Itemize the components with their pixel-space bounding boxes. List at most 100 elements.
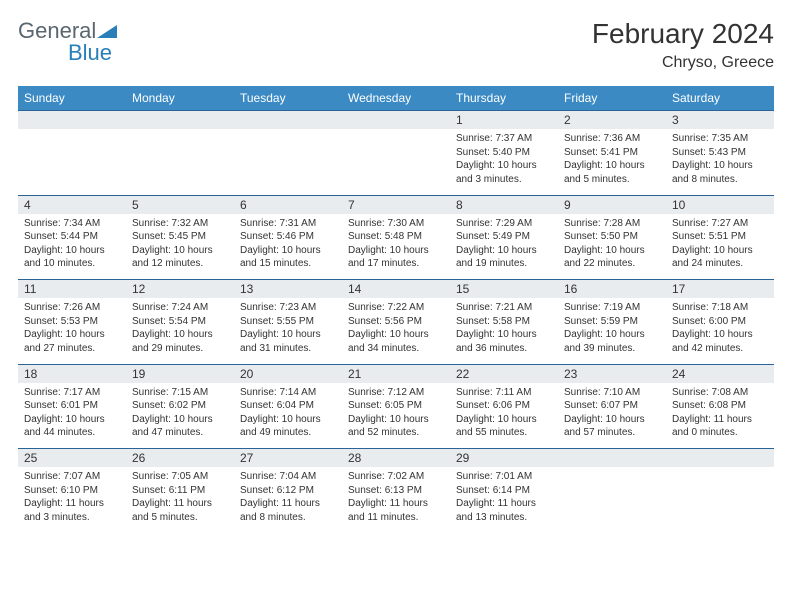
- sunset-text: Sunset: 6:02 PM: [132, 399, 228, 413]
- daylight-text: Daylight: 10 hours and 10 minutes.: [24, 244, 120, 271]
- weekday-header: Tuesday: [234, 86, 342, 111]
- day-data-row: Sunrise: 7:07 AMSunset: 6:10 PMDaylight:…: [18, 467, 774, 533]
- header: General Blue February 2024 Chryso, Greec…: [18, 18, 774, 72]
- daylight-text: Daylight: 10 hours and 15 minutes.: [240, 244, 336, 271]
- day-number-row: 11121314151617: [18, 280, 774, 299]
- sunrise-text: Sunrise: 7:30 AM: [348, 217, 444, 231]
- sunrise-text: Sunrise: 7:27 AM: [672, 217, 768, 231]
- day-number: 15: [450, 280, 558, 299]
- day-cell: Sunrise: 7:15 AMSunset: 6:02 PMDaylight:…: [126, 383, 234, 449]
- daylight-text: Daylight: 10 hours and 34 minutes.: [348, 328, 444, 355]
- day-cell: Sunrise: 7:32 AMSunset: 5:45 PMDaylight:…: [126, 214, 234, 280]
- sunset-text: Sunset: 6:13 PM: [348, 484, 444, 498]
- day-number: 24: [666, 364, 774, 383]
- day-number: 10: [666, 195, 774, 214]
- day-cell: Sunrise: 7:01 AMSunset: 6:14 PMDaylight:…: [450, 467, 558, 533]
- sunset-text: Sunset: 5:56 PM: [348, 315, 444, 329]
- day-cell: Sunrise: 7:04 AMSunset: 6:12 PMDaylight:…: [234, 467, 342, 533]
- daylight-text: Daylight: 10 hours and 39 minutes.: [564, 328, 660, 355]
- day-number: 4: [18, 195, 126, 214]
- sunrise-text: Sunrise: 7:35 AM: [672, 132, 768, 146]
- sunset-text: Sunset: 5:48 PM: [348, 230, 444, 244]
- weekday-header: Wednesday: [342, 86, 450, 111]
- sunset-text: Sunset: 6:06 PM: [456, 399, 552, 413]
- daylight-text: Daylight: 10 hours and 22 minutes.: [564, 244, 660, 271]
- day-number: 23: [558, 364, 666, 383]
- page-title: February 2024: [592, 18, 774, 50]
- day-cell: Sunrise: 7:37 AMSunset: 5:40 PMDaylight:…: [450, 129, 558, 195]
- weekday-header: Sunday: [18, 86, 126, 111]
- day-number: 3: [666, 111, 774, 130]
- day-number: 22: [450, 364, 558, 383]
- logo: General Blue: [18, 18, 121, 66]
- daylight-text: Daylight: 10 hours and 57 minutes.: [564, 413, 660, 440]
- day-number: 28: [342, 449, 450, 468]
- daylight-text: Daylight: 10 hours and 19 minutes.: [456, 244, 552, 271]
- title-block: February 2024 Chryso, Greece: [592, 18, 774, 72]
- day-number: 14: [342, 280, 450, 299]
- sunrise-text: Sunrise: 7:22 AM: [348, 301, 444, 315]
- day-cell: [342, 129, 450, 195]
- day-cell: Sunrise: 7:26 AMSunset: 5:53 PMDaylight:…: [18, 298, 126, 364]
- daylight-text: Daylight: 10 hours and 44 minutes.: [24, 413, 120, 440]
- location: Chryso, Greece: [592, 54, 774, 72]
- sunrise-text: Sunrise: 7:24 AM: [132, 301, 228, 315]
- daylight-text: Daylight: 10 hours and 52 minutes.: [348, 413, 444, 440]
- day-number: 5: [126, 195, 234, 214]
- daylight-text: Daylight: 10 hours and 55 minutes.: [456, 413, 552, 440]
- weekday-header: Friday: [558, 86, 666, 111]
- sunset-text: Sunset: 6:10 PM: [24, 484, 120, 498]
- daylight-text: Daylight: 10 hours and 3 minutes.: [456, 159, 552, 186]
- sunset-text: Sunset: 6:07 PM: [564, 399, 660, 413]
- day-data-row: Sunrise: 7:37 AMSunset: 5:40 PMDaylight:…: [18, 129, 774, 195]
- day-number-row: 2526272829: [18, 449, 774, 468]
- sunrise-text: Sunrise: 7:32 AM: [132, 217, 228, 231]
- sunset-text: Sunset: 5:50 PM: [564, 230, 660, 244]
- sunrise-text: Sunrise: 7:28 AM: [564, 217, 660, 231]
- day-number: 11: [18, 280, 126, 299]
- day-cell: [234, 129, 342, 195]
- day-cell: Sunrise: 7:28 AMSunset: 5:50 PMDaylight:…: [558, 214, 666, 280]
- logo-word2: Blue: [18, 40, 121, 66]
- sunrise-text: Sunrise: 7:23 AM: [240, 301, 336, 315]
- daylight-text: Daylight: 10 hours and 8 minutes.: [672, 159, 768, 186]
- day-number: 13: [234, 280, 342, 299]
- weekday-header: Monday: [126, 86, 234, 111]
- day-cell: [666, 467, 774, 533]
- sunrise-text: Sunrise: 7:05 AM: [132, 470, 228, 484]
- day-number: 18: [18, 364, 126, 383]
- weekday-header: Thursday: [450, 86, 558, 111]
- sunset-text: Sunset: 5:41 PM: [564, 146, 660, 160]
- day-number: 17: [666, 280, 774, 299]
- sunset-text: Sunset: 6:01 PM: [24, 399, 120, 413]
- day-number-row: 45678910: [18, 195, 774, 214]
- sunset-text: Sunset: 5:55 PM: [240, 315, 336, 329]
- sunrise-text: Sunrise: 7:12 AM: [348, 386, 444, 400]
- day-cell: Sunrise: 7:14 AMSunset: 6:04 PMDaylight:…: [234, 383, 342, 449]
- daylight-text: Daylight: 10 hours and 12 minutes.: [132, 244, 228, 271]
- sunset-text: Sunset: 6:04 PM: [240, 399, 336, 413]
- day-cell: Sunrise: 7:36 AMSunset: 5:41 PMDaylight:…: [558, 129, 666, 195]
- day-number: [558, 449, 666, 468]
- daylight-text: Daylight: 10 hours and 17 minutes.: [348, 244, 444, 271]
- sunrise-text: Sunrise: 7:37 AM: [456, 132, 552, 146]
- day-cell: Sunrise: 7:35 AMSunset: 5:43 PMDaylight:…: [666, 129, 774, 195]
- day-number: [126, 111, 234, 130]
- day-cell: Sunrise: 7:24 AMSunset: 5:54 PMDaylight:…: [126, 298, 234, 364]
- day-number: [666, 449, 774, 468]
- day-number: 6: [234, 195, 342, 214]
- day-cell: Sunrise: 7:05 AMSunset: 6:11 PMDaylight:…: [126, 467, 234, 533]
- sunset-text: Sunset: 5:44 PM: [24, 230, 120, 244]
- calendar-body: 123Sunrise: 7:37 AMSunset: 5:40 PMDaylig…: [18, 111, 774, 534]
- day-number: 27: [234, 449, 342, 468]
- sunset-text: Sunset: 5:58 PM: [456, 315, 552, 329]
- daylight-text: Daylight: 11 hours and 5 minutes.: [132, 497, 228, 524]
- calendar-table: Sunday Monday Tuesday Wednesday Thursday…: [18, 86, 774, 533]
- day-cell: Sunrise: 7:08 AMSunset: 6:08 PMDaylight:…: [666, 383, 774, 449]
- daylight-text: Daylight: 11 hours and 3 minutes.: [24, 497, 120, 524]
- day-number: 21: [342, 364, 450, 383]
- day-cell: Sunrise: 7:10 AMSunset: 6:07 PMDaylight:…: [558, 383, 666, 449]
- daylight-text: Daylight: 11 hours and 0 minutes.: [672, 413, 768, 440]
- sunrise-text: Sunrise: 7:08 AM: [672, 386, 768, 400]
- day-cell: Sunrise: 7:18 AMSunset: 6:00 PMDaylight:…: [666, 298, 774, 364]
